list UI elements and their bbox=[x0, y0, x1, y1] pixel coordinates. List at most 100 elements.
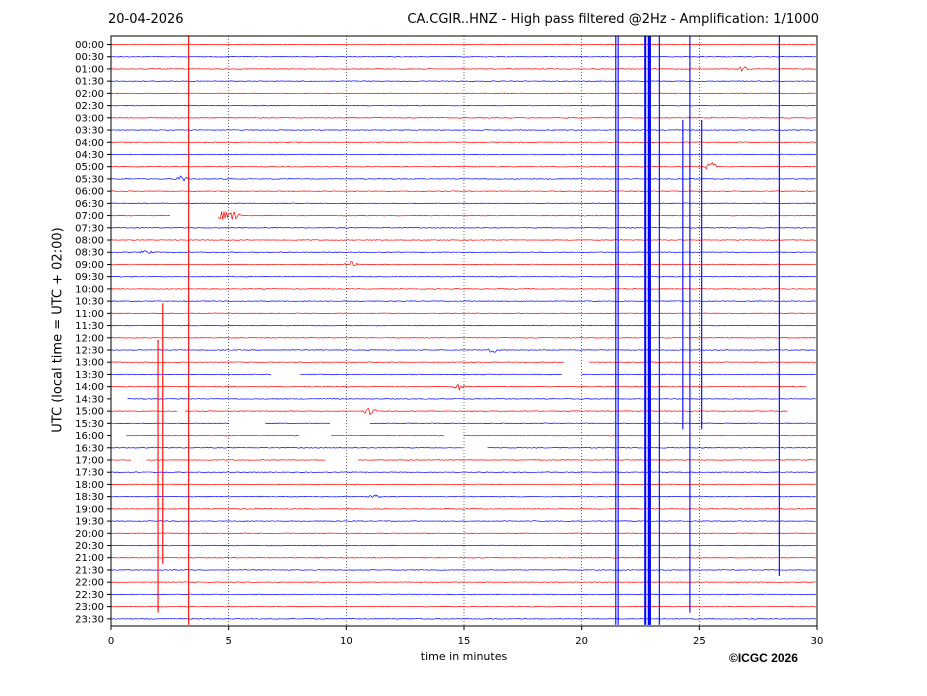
y-tick-label-04:00: 04:00 bbox=[75, 138, 104, 149]
y-tick-label-11:30: 11:30 bbox=[75, 321, 104, 332]
x-tick-label: 5 bbox=[225, 636, 231, 647]
y-tick-label-14:00: 14:00 bbox=[75, 382, 104, 393]
y-tick-label-19:00: 19:00 bbox=[75, 504, 104, 515]
trace-lines bbox=[110, 43, 816, 620]
trace-row-23:30 bbox=[110, 618, 816, 620]
trace-row-18:00 bbox=[110, 483, 816, 486]
event-spikes bbox=[157, 36, 780, 625]
x-tick-label: 10 bbox=[340, 636, 353, 647]
y-tick-label-17:30: 17:30 bbox=[75, 468, 104, 479]
y-tick-label-13:00: 13:00 bbox=[75, 358, 104, 369]
trace-row-13:00 bbox=[110, 361, 816, 363]
y-axis-label: UTC (local time = UTC + 02:00) bbox=[50, 227, 66, 433]
trace-row-06:00 bbox=[110, 190, 816, 192]
x-axis-label: time in minutes bbox=[420, 650, 508, 663]
vertical-grid bbox=[228, 36, 700, 626]
y-tick-label-16:30: 16:30 bbox=[75, 443, 104, 454]
y-tick-label-15:00: 15:00 bbox=[75, 407, 104, 418]
trace-row-16:00 bbox=[126, 434, 816, 437]
trace-row-23:00 bbox=[110, 605, 816, 608]
trace-row-11:30 bbox=[110, 324, 816, 327]
y-tick-label-04:30: 04:30 bbox=[75, 150, 104, 161]
trace-row-11:00 bbox=[110, 312, 816, 315]
y-tick-label-13:30: 13:30 bbox=[75, 370, 104, 381]
y-tick-label-12:00: 12:00 bbox=[75, 333, 104, 344]
trace-row-13:30 bbox=[110, 373, 816, 376]
trace-row-01:00 bbox=[110, 66, 816, 73]
trace-row-20:00 bbox=[110, 532, 816, 535]
y-tick-label-14:30: 14:30 bbox=[75, 394, 104, 405]
trace-row-05:00 bbox=[110, 162, 816, 170]
trace-row-00:30 bbox=[110, 55, 816, 58]
trace-row-09:00 bbox=[110, 261, 816, 267]
y-tick-label-22:30: 22:30 bbox=[75, 590, 104, 601]
y-tick-label-21:00: 21:00 bbox=[75, 553, 104, 564]
trace-row-17:00 bbox=[110, 459, 816, 461]
trace-row-14:00 bbox=[110, 383, 807, 391]
y-tick-label-21:30: 21:30 bbox=[75, 565, 104, 576]
y-tick-label-09:00: 09:00 bbox=[75, 260, 104, 271]
x-tick-label: 25 bbox=[693, 636, 706, 647]
trace-row-10:00 bbox=[110, 288, 816, 290]
trace-row-04:30 bbox=[110, 153, 816, 156]
y-tick-label-05:00: 05:00 bbox=[75, 162, 104, 173]
trace-row-17:30 bbox=[110, 471, 816, 473]
trace-row-16:30 bbox=[111, 447, 816, 449]
x-tick-label: 30 bbox=[811, 636, 824, 647]
y-tick-label-23:30: 23:30 bbox=[75, 614, 104, 625]
trace-row-15:30 bbox=[110, 422, 816, 425]
y-tick-label-03:30: 03:30 bbox=[75, 126, 104, 137]
chart-date: 20-04-2026 bbox=[108, 12, 184, 27]
x-tick-label: 0 bbox=[108, 636, 114, 647]
trace-row-03:00 bbox=[110, 117, 816, 119]
trace-row-22:00 bbox=[110, 581, 816, 583]
x-tick-label: 20 bbox=[575, 636, 588, 647]
copyright-notice: ©ICGC 2026 bbox=[729, 651, 798, 665]
y-tick-label-03:00: 03:00 bbox=[75, 113, 104, 124]
y-tick-label-18:00: 18:00 bbox=[75, 480, 104, 491]
trace-row-09:30 bbox=[110, 275, 816, 278]
y-tick-label-01:00: 01:00 bbox=[75, 64, 104, 75]
y-tick-label-16:00: 16:00 bbox=[75, 431, 104, 442]
y-tick-label-18:30: 18:30 bbox=[75, 492, 104, 503]
trace-row-04:00 bbox=[110, 141, 816, 143]
y-tick-label-20:00: 20:00 bbox=[75, 529, 104, 540]
y-tick-label-08:30: 08:30 bbox=[75, 248, 104, 259]
trace-row-20:30 bbox=[110, 544, 816, 547]
y-tick-label-23:00: 23:00 bbox=[75, 602, 104, 613]
trace-row-07:30 bbox=[110, 227, 816, 229]
y-tick-label-02:30: 02:30 bbox=[75, 101, 104, 112]
y-tick-label-02:00: 02:00 bbox=[75, 89, 104, 100]
y-tick-label-15:30: 15:30 bbox=[75, 419, 104, 430]
trace-row-05:30 bbox=[110, 175, 816, 182]
trace-row-08:00 bbox=[110, 239, 816, 241]
trace-row-02:00 bbox=[110, 92, 816, 95]
trace-row-02:30 bbox=[110, 104, 816, 107]
trace-row-14:30 bbox=[127, 398, 816, 400]
trace-row-21:00 bbox=[110, 557, 816, 559]
y-tick-label-08:00: 08:00 bbox=[75, 236, 104, 247]
trace-row-10:30 bbox=[110, 300, 816, 302]
y-tick-label-22:00: 22:00 bbox=[75, 578, 104, 589]
trace-row-08:30 bbox=[110, 250, 816, 254]
y-tick-label-06:00: 06:00 bbox=[75, 187, 104, 198]
trace-row-19:00 bbox=[110, 508, 816, 510]
y-tick-label-11:00: 11:00 bbox=[75, 309, 104, 320]
trace-row-22:30 bbox=[110, 593, 816, 596]
y-tick-label-12:30: 12:30 bbox=[75, 346, 104, 357]
trace-row-01:30 bbox=[110, 80, 816, 82]
x-tick-label: 15 bbox=[458, 636, 471, 647]
trace-row-03:30 bbox=[110, 129, 816, 131]
trace-row-21:30 bbox=[110, 569, 816, 571]
chart-title: CA.CGIR..HNZ - High pass filtered @2Hz -… bbox=[407, 12, 819, 27]
y-tick-label-10:30: 10:30 bbox=[75, 297, 104, 308]
trace-row-07:00 bbox=[110, 211, 816, 220]
y-tick-label-20:30: 20:30 bbox=[75, 541, 104, 552]
y-tick-label-05:30: 05:30 bbox=[75, 174, 104, 185]
trace-row-06:30 bbox=[110, 202, 816, 205]
trace-row-19:30 bbox=[110, 520, 816, 522]
trace-row-12:30 bbox=[110, 348, 816, 353]
y-tick-label-01:30: 01:30 bbox=[75, 77, 104, 88]
